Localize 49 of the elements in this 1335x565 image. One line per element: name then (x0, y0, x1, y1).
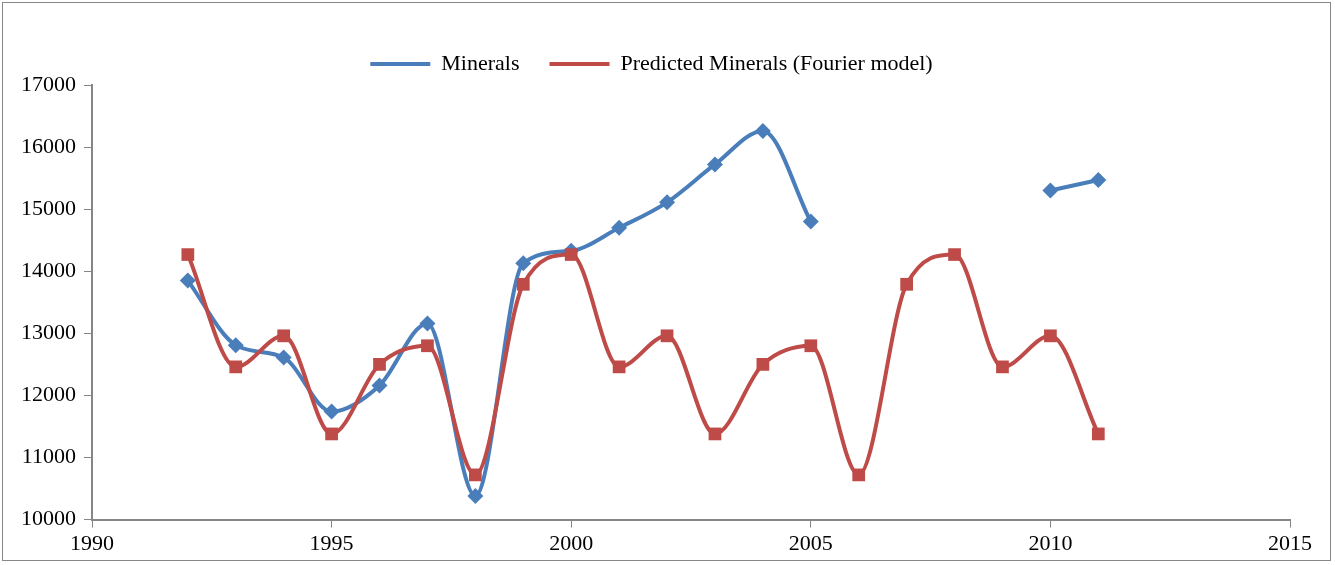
x-tick-label: 2010 (1028, 529, 1073, 555)
point (467, 488, 484, 505)
point (706, 156, 723, 173)
point (516, 277, 530, 291)
point (659, 194, 676, 211)
y-tick-label: 11000 (21, 443, 76, 469)
point (1090, 171, 1107, 188)
point (371, 377, 388, 394)
point (1044, 329, 1057, 343)
y-tick-label: 16000 (21, 132, 76, 158)
point (277, 329, 291, 343)
point (419, 315, 436, 332)
x-tick-label: 2000 (549, 529, 594, 555)
y-tick-label: 10000 (21, 505, 76, 531)
point (1042, 182, 1059, 199)
point (804, 339, 818, 353)
legend-label: Predicted Minerals (Fourier model) (620, 49, 933, 75)
y-tick-label: 14000 (21, 257, 76, 283)
y-tick-label: 13000 (21, 319, 76, 345)
point (323, 403, 340, 420)
x-tick-label: 2015 (1268, 529, 1312, 555)
point (1091, 427, 1105, 441)
point (325, 427, 338, 441)
point (229, 360, 243, 374)
point (948, 248, 961, 261)
point (756, 358, 770, 371)
y-tick-label: 12000 (21, 381, 76, 407)
point (227, 337, 244, 354)
point (373, 358, 386, 371)
y-tick-label: 17000 (21, 70, 76, 96)
point (754, 122, 771, 139)
point (900, 277, 913, 291)
x-tick-label: 1990 (70, 529, 114, 555)
point (179, 272, 196, 289)
legend-label: Minerals (441, 49, 520, 75)
y-tick-label: 15000 (21, 194, 76, 220)
x-tick-label: 2005 (788, 529, 833, 555)
point (660, 329, 674, 343)
point (469, 468, 482, 482)
point (564, 248, 578, 261)
point (181, 248, 195, 261)
point (421, 339, 434, 353)
point (802, 213, 819, 230)
point (852, 468, 866, 482)
point (996, 360, 1009, 374)
point (275, 349, 292, 366)
point (515, 255, 532, 272)
x-tick-label: 1995 (309, 529, 354, 555)
point (611, 219, 628, 236)
